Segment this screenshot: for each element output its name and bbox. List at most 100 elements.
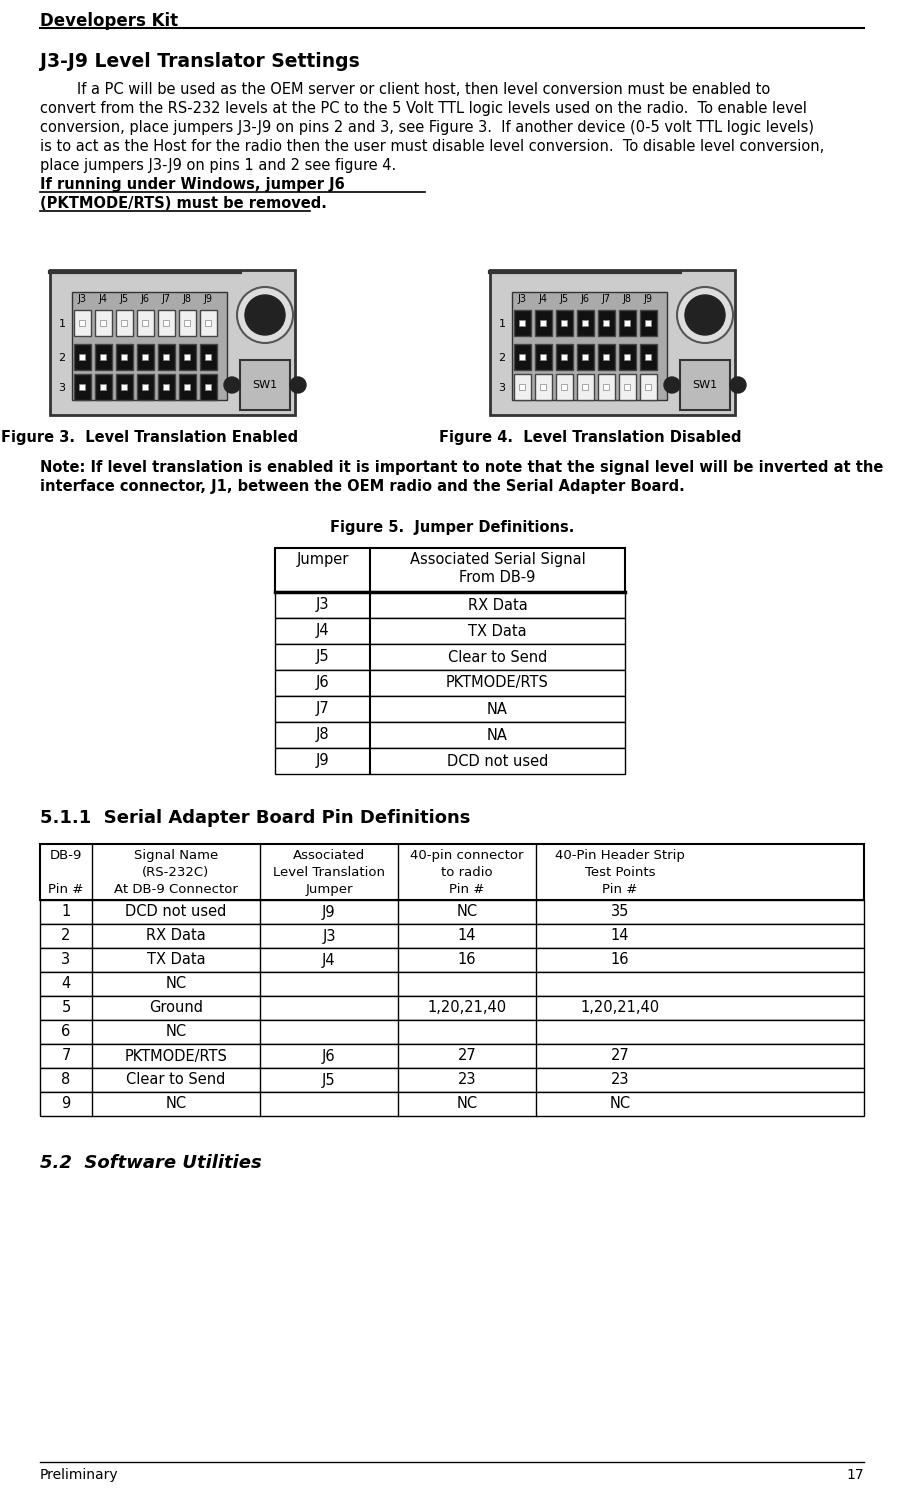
Bar	[40, 996, 863, 1020]
Bar	[576, 309, 593, 336]
Bar	[514, 309, 530, 336]
Bar	[72, 291, 227, 400]
Bar	[142, 354, 148, 360]
Circle shape	[245, 294, 284, 335]
Bar	[100, 354, 106, 360]
Text: J6: J6	[580, 294, 589, 303]
Text: 16: 16	[610, 953, 628, 968]
Bar	[598, 309, 614, 336]
Text: J4: J4	[315, 623, 329, 638]
Bar	[582, 320, 587, 326]
Text: DCD not used: DCD not used	[446, 753, 547, 768]
Bar	[555, 374, 573, 400]
Text: 5.1.1  Serial Adapter Board Pin Definitions: 5.1.1 Serial Adapter Board Pin Definitio…	[40, 808, 470, 828]
Circle shape	[224, 376, 239, 393]
Bar	[74, 309, 91, 336]
Text: J9: J9	[321, 904, 335, 919]
Text: J3: J3	[78, 294, 87, 303]
Text: (RS-232C): (RS-232C)	[142, 867, 209, 878]
Bar	[205, 384, 210, 390]
Bar	[576, 344, 593, 371]
Text: Figure 3.  Level Translation Enabled: Figure 3. Level Translation Enabled	[2, 430, 298, 445]
Text: to radio: to radio	[441, 867, 492, 878]
Text: J6: J6	[321, 1049, 335, 1064]
Bar	[555, 344, 573, 371]
Bar	[40, 1068, 863, 1092]
Text: 7: 7	[61, 1049, 70, 1064]
Bar	[184, 320, 190, 326]
Text: 27: 27	[610, 1049, 628, 1064]
Text: PKTMODE/RTS: PKTMODE/RTS	[125, 1049, 228, 1064]
Bar	[576, 374, 593, 400]
Bar	[514, 374, 530, 400]
Text: TX Data: TX Data	[146, 953, 205, 968]
Bar	[163, 384, 169, 390]
Bar	[121, 384, 126, 390]
Bar	[40, 973, 863, 996]
Bar	[511, 291, 666, 400]
Bar	[79, 320, 85, 326]
Text: J6: J6	[315, 675, 329, 690]
Text: DB-9: DB-9	[50, 849, 82, 862]
Bar	[50, 270, 294, 415]
Text: 17: 17	[845, 1469, 863, 1482]
Bar	[184, 384, 190, 390]
Text: place jumpers J3-J9 on pins 1 and 2 see figure 4.: place jumpers J3-J9 on pins 1 and 2 see …	[40, 158, 405, 173]
Text: Test Points: Test Points	[584, 867, 655, 878]
Bar	[95, 309, 112, 336]
Bar	[116, 374, 133, 400]
Bar	[74, 374, 91, 400]
Bar	[179, 374, 196, 400]
Circle shape	[237, 287, 293, 344]
Text: 23: 23	[610, 1073, 628, 1088]
Bar	[275, 748, 624, 774]
Text: 5: 5	[61, 1001, 70, 1016]
Text: is to act as the Host for the radio then the user must disable level conversion.: is to act as the Host for the radio then…	[40, 139, 824, 154]
Bar	[200, 344, 217, 371]
Text: Clear to Send: Clear to Send	[447, 650, 546, 665]
Bar	[679, 360, 730, 409]
Text: Jumper: Jumper	[296, 551, 349, 568]
Bar	[95, 374, 112, 400]
Text: J3-J9 Level Translator Settings: J3-J9 Level Translator Settings	[40, 52, 359, 72]
Bar	[137, 309, 154, 336]
Bar	[158, 309, 175, 336]
Bar	[602, 384, 609, 390]
Bar	[598, 344, 614, 371]
Bar	[602, 354, 609, 360]
Bar	[142, 320, 148, 326]
Bar	[74, 344, 91, 371]
Text: 35: 35	[610, 904, 628, 919]
Bar	[239, 360, 290, 409]
Text: J4: J4	[538, 294, 547, 303]
Text: J7: J7	[162, 294, 171, 303]
Text: 14: 14	[457, 928, 476, 944]
Text: Pin #: Pin #	[449, 883, 484, 896]
Text: NA: NA	[487, 728, 507, 743]
Bar	[40, 844, 863, 899]
Bar	[275, 696, 624, 722]
Bar	[561, 384, 566, 390]
Bar	[518, 320, 525, 326]
Bar	[142, 384, 148, 390]
Text: 1,20,21,40: 1,20,21,40	[580, 1001, 659, 1016]
Bar	[275, 644, 624, 669]
Text: J7: J7	[600, 294, 610, 303]
Text: 40-pin connector: 40-pin connector	[410, 849, 523, 862]
Bar	[623, 320, 629, 326]
Text: J6: J6	[140, 294, 149, 303]
Bar	[539, 320, 545, 326]
Text: RX Data: RX Data	[146, 928, 206, 944]
Text: NA: NA	[487, 702, 507, 717]
Bar	[100, 320, 106, 326]
Text: 40-Pin Header Strip: 40-Pin Header Strip	[554, 849, 684, 862]
Text: 2: 2	[61, 928, 70, 944]
Text: SW1: SW1	[252, 379, 277, 390]
Text: Level Translation: Level Translation	[273, 867, 385, 878]
Text: interface connector, J1, between the OEM radio and the Serial Adapter Board.: interface connector, J1, between the OEM…	[40, 480, 684, 495]
Bar	[163, 354, 169, 360]
Bar	[40, 949, 863, 973]
Text: J5: J5	[321, 1073, 335, 1088]
Text: NC: NC	[609, 1097, 630, 1112]
Bar	[619, 309, 636, 336]
